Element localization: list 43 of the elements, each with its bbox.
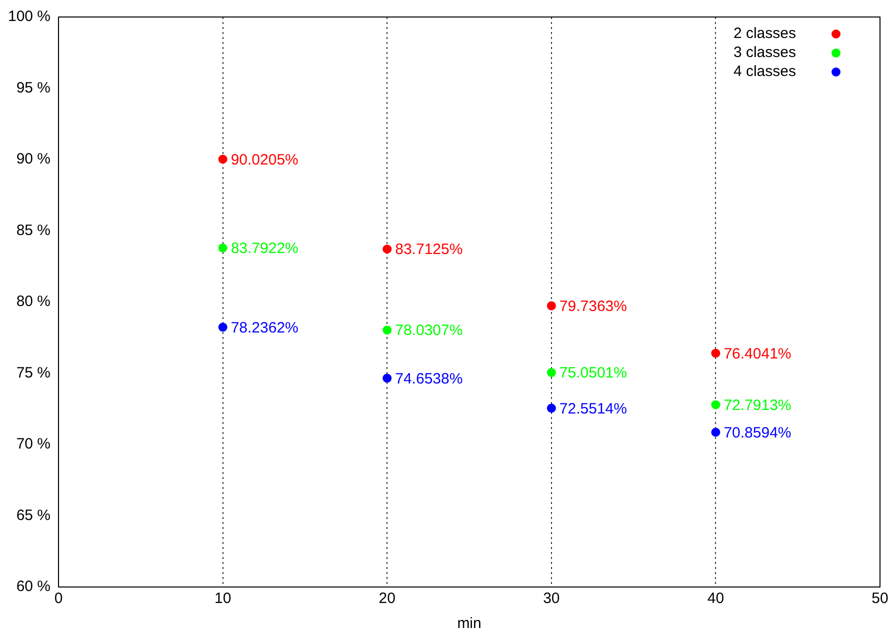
x-tick-label: 0 [54,590,63,608]
point [218,154,228,164]
point [546,368,556,378]
y-tick-label: 95 % [16,79,51,96]
point [218,322,228,332]
data-label: 83.7125% [395,241,463,258]
x-tick-label: 20 [378,590,396,608]
legend-label: 3 classes [733,44,796,62]
data-label: 70.8594% [724,424,792,442]
y-tick-label: 100 % [8,8,51,26]
data-label: 76.4041% [724,345,792,362]
data-label: 78.0307% [395,322,463,340]
point [218,243,228,252]
data-label: 79.7363% [559,298,627,315]
point [711,348,720,358]
data-label: 78.2362% [230,319,298,336]
data-label: 90.0205% [230,151,298,168]
x-tick-label: 30 [543,590,560,608]
data-label: 72.7913% [724,396,792,414]
legend-label: 2 classes [733,25,796,42]
point [711,428,720,437]
x-tick-label: 10 [214,590,232,608]
y-tick-label: 80 % [16,293,51,310]
x-tick-label: 40 [707,590,724,608]
point [711,400,720,410]
data-label: 72.5514% [559,400,627,418]
data-label: 75.0501% [559,364,627,382]
y-tick-label: 85 % [16,222,51,239]
y-tick-label: 60 % [16,578,51,596]
y-tick-label: 75 % [16,364,51,382]
data-label: 83.7922% [230,240,298,258]
point [546,301,556,310]
point [382,244,392,254]
y-tick-label: 65 % [16,506,51,524]
legend-label: 4 classes [733,63,796,80]
x-axis-title: min [457,615,482,632]
point [382,326,392,335]
data-label: 74.6538% [395,370,463,388]
point [382,374,392,383]
x-tick-label: 50 [872,590,888,608]
y-tick-label: 70 % [16,436,51,453]
point [546,404,556,413]
y-tick-label: 90 % [16,150,51,168]
